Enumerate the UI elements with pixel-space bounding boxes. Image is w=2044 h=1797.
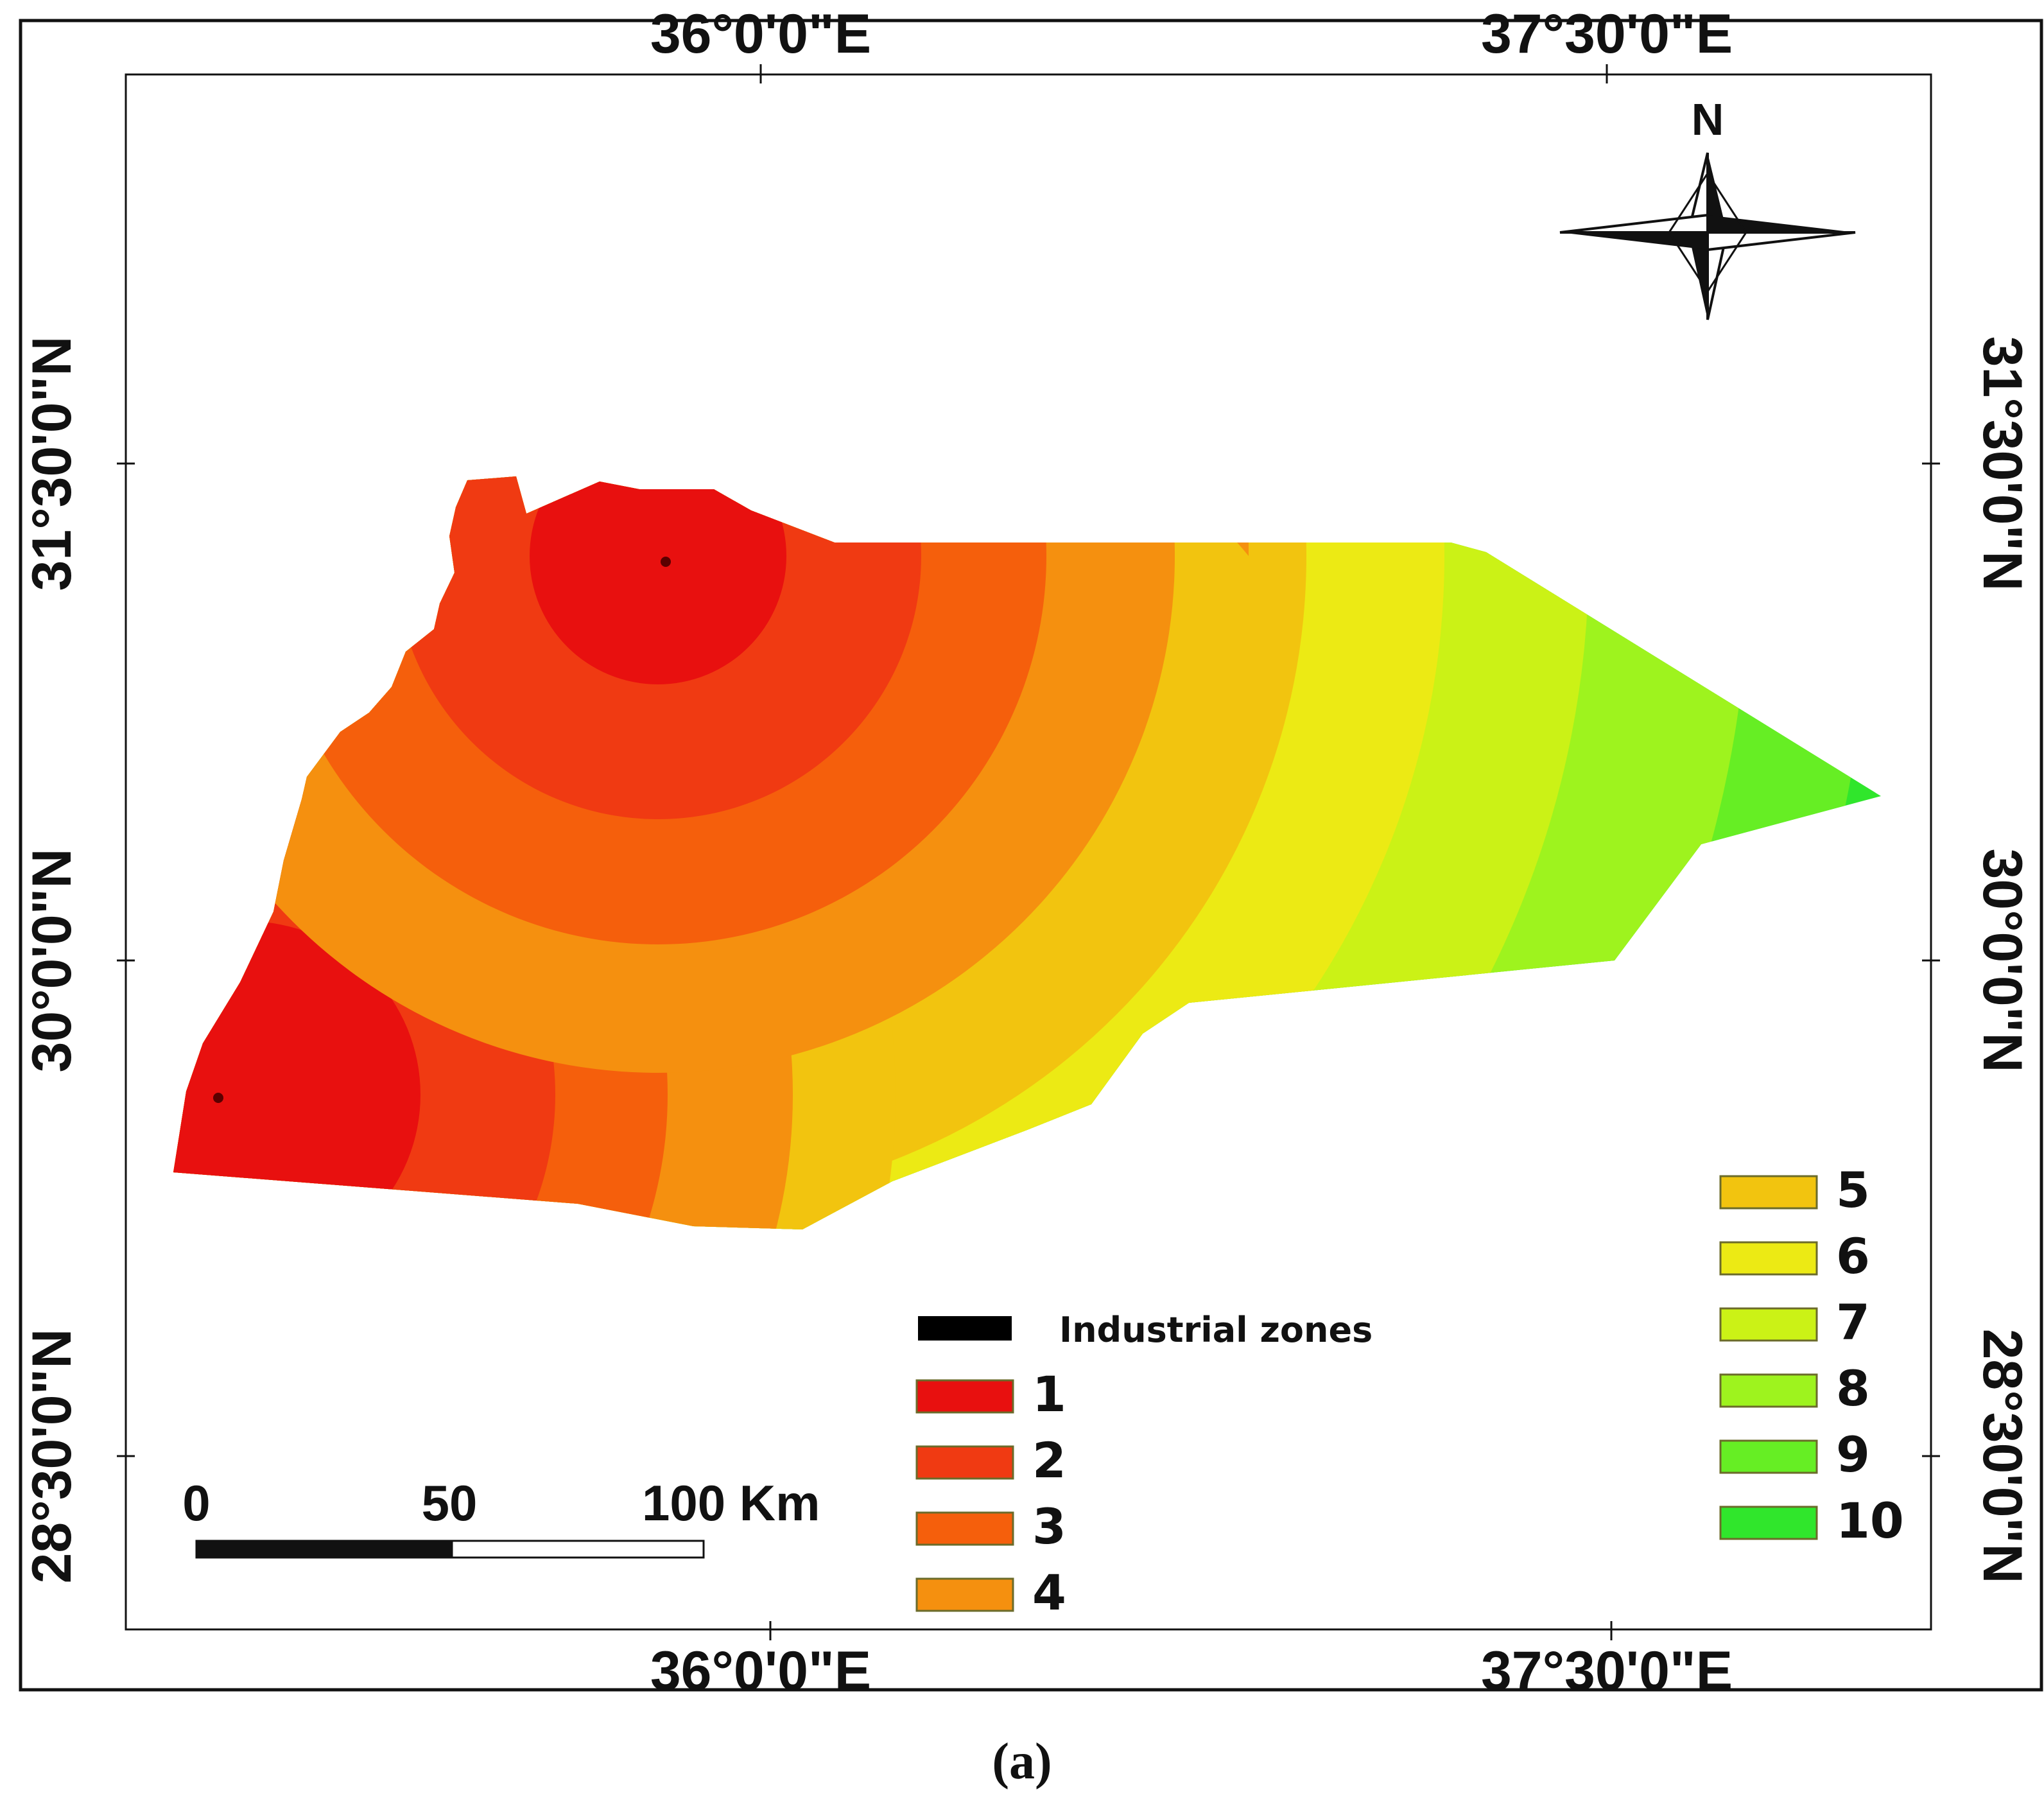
legend-swatch-industrial — [918, 1316, 1012, 1341]
legend-swatch-class-7 — [1719, 1307, 1818, 1342]
legend-swatch-class-6 — [1719, 1241, 1818, 1276]
legend-label-class-5: 5 — [1836, 1161, 1870, 1219]
graticule-ticks — [117, 64, 1940, 1640]
legend-label-industrial: Industrial zones — [1059, 1310, 1373, 1350]
outer-frame — [19, 19, 2043, 1692]
legend-swatch-class-10 — [1719, 1506, 1818, 1540]
legend-label-class-8: 8 — [1836, 1360, 1870, 1417]
industrial-zone-marker — [213, 1093, 223, 1103]
scale-bar: 0 50 100 Km — [182, 1475, 820, 1559]
lat-label-right-31-30: 31°30'0"N — [1971, 336, 2033, 591]
legend-label-class-3: 3 — [1032, 1498, 1066, 1555]
lat-label-left-28-30: 28°30'0"N — [21, 1329, 83, 1584]
lat-label-left-30: 30°0'0"N — [21, 848, 83, 1072]
legend-swatch-class-5 — [1719, 1175, 1818, 1210]
figure-caption: (a) — [992, 1733, 1052, 1790]
legend-swatch-class-1 — [915, 1379, 1014, 1414]
legend: Industrial zones 1 2 3 4 5 6 7 8 9 10 — [915, 1161, 1904, 1621]
legend-label-class-10: 10 — [1836, 1492, 1904, 1549]
legend-label-class-4: 4 — [1032, 1564, 1066, 1621]
scale-label-100: 100 Km — [642, 1475, 820, 1531]
scale-bar-white-segment — [451, 1540, 705, 1559]
lat-label-left-31-30: 31°30'0"N — [21, 336, 83, 591]
legend-label-class-1: 1 — [1032, 1366, 1066, 1423]
lon-label-bottom-36: 36°0'0"E — [650, 1640, 871, 1702]
lat-label-right-28-30: 28°30'0"N — [1971, 1329, 2033, 1584]
industrial-zone-marker — [661, 557, 671, 567]
legend-classes: 1 2 3 4 5 6 7 8 9 10 — [915, 1161, 1904, 1621]
north-arrow-icon: N — [1559, 94, 1856, 320]
lat-label-right-30: 30°0'0"N — [1971, 848, 2033, 1072]
lon-label-top-36: 36°0'0"E — [650, 3, 871, 65]
legend-label-class-2: 2 — [1032, 1432, 1066, 1489]
legend-label-class-7: 7 — [1836, 1294, 1870, 1351]
lon-label-top-37-30: 37°30'0"E — [1481, 3, 1733, 65]
legend-swatch-class-4 — [915, 1577, 1014, 1612]
legend-swatch-class-8 — [1719, 1373, 1818, 1408]
legend-label-class-9: 9 — [1836, 1426, 1870, 1483]
scale-bar-black-segment — [195, 1540, 453, 1559]
legend-swatch-class-2 — [915, 1445, 1014, 1480]
lon-label-bottom-37-30: 37°30'0"E — [1481, 1640, 1733, 1702]
north-arrow-label: N — [1692, 94, 1724, 144]
legend-swatch-class-3 — [915, 1511, 1014, 1546]
legend-swatch-class-9 — [1719, 1439, 1818, 1474]
northern-zones — [173, 476, 1249, 1073]
legend-label-class-6: 6 — [1836, 1228, 1870, 1285]
scale-label-0: 0 — [182, 1475, 210, 1531]
scale-label-50: 50 — [422, 1475, 478, 1531]
